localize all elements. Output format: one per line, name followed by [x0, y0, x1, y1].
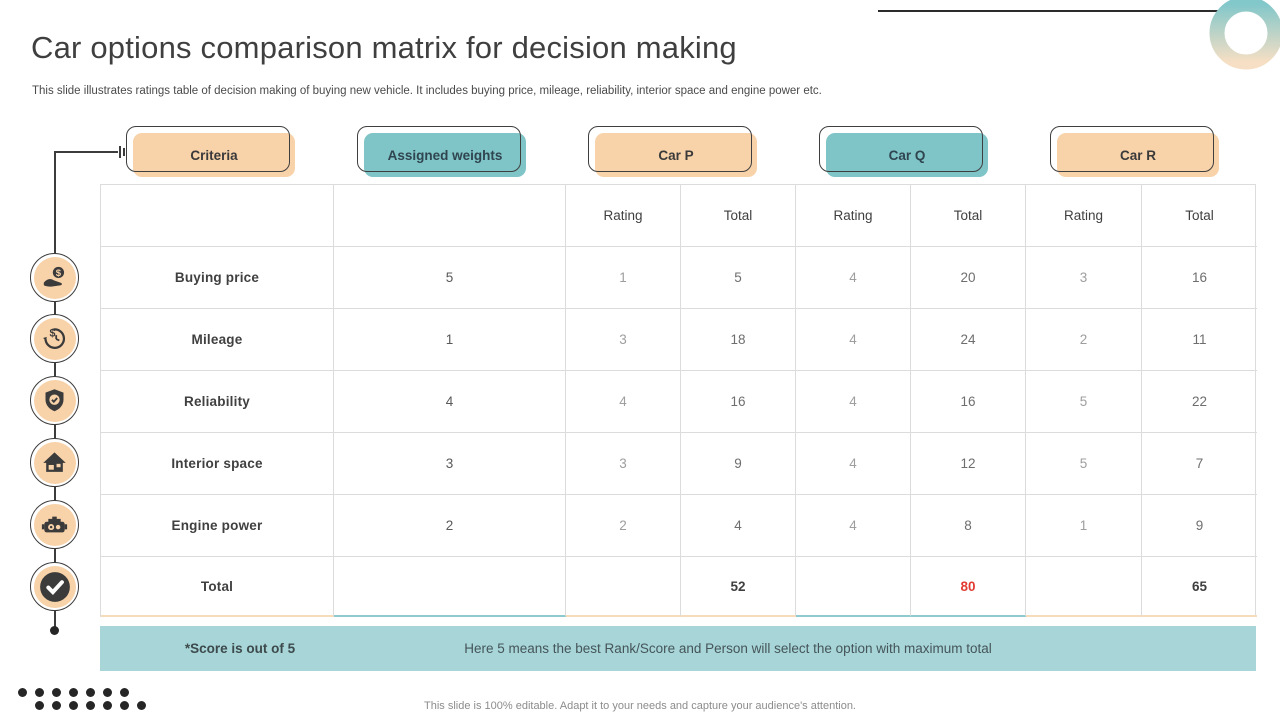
table-cell-empty [566, 557, 681, 617]
rating-value: 4 [796, 433, 911, 495]
pill-label: Car Q [888, 147, 926, 163]
grand-total-car-p: 52 [681, 557, 796, 617]
weight-value: 2 [334, 495, 566, 557]
score-note-band: *Score is out of 5 Here 5 means the best… [100, 626, 1256, 671]
score-note-text: Here 5 means the best Rank/Score and Per… [464, 641, 992, 656]
column-header: Total [1142, 185, 1257, 247]
total-value: 16 [681, 371, 796, 433]
top-accent-line [878, 10, 1236, 12]
rating-value: 4 [796, 495, 911, 557]
grand-total-car-r: 65 [1142, 557, 1257, 617]
rating-value: 3 [566, 433, 681, 495]
total-value: 11 [1142, 309, 1257, 371]
weight-value: 5 [334, 247, 566, 309]
table-cell-empty [334, 185, 566, 247]
connector-tick [123, 148, 125, 156]
connector-horizontal-line [54, 151, 118, 153]
svg-text:$: $ [56, 268, 62, 279]
total-value: 16 [1142, 247, 1257, 309]
rating-value: 1 [566, 247, 681, 309]
column-header: Rating [796, 185, 911, 247]
weight-value: 4 [334, 371, 566, 433]
table-cell-empty [1026, 557, 1142, 617]
column-header: Rating [566, 185, 681, 247]
criteria-label: Engine power [101, 495, 334, 557]
engine-icon [30, 500, 79, 549]
pill-car-q[interactable]: Car Q [819, 126, 988, 177]
total-value: 5 [681, 247, 796, 309]
grand-total-car-q: 80 [911, 557, 1026, 617]
pill-criteria[interactable]: Criteria [126, 126, 295, 177]
score-note-label: *Score is out of 5 [184, 641, 296, 656]
column-header: Rating [1026, 185, 1142, 247]
page-title: Car options comparison matrix for decisi… [31, 30, 737, 65]
total-value: 9 [681, 433, 796, 495]
table-cell-empty [101, 185, 334, 247]
rating-value: 4 [796, 247, 911, 309]
donut-decoration-icon [1209, 0, 1280, 70]
total-value: 22 [1142, 371, 1257, 433]
pill-label: Car R [1119, 147, 1156, 163]
weight-value: 1 [334, 309, 566, 371]
total-value: 18 [681, 309, 796, 371]
rating-value: 2 [566, 495, 681, 557]
column-header: Total [681, 185, 796, 247]
editable-footnote: This slide is 100% editable. Adapt it to… [424, 700, 856, 712]
total-value: 20 [911, 247, 1026, 309]
pill-label: Criteria [190, 147, 238, 163]
criteria-label: Reliability [101, 371, 334, 433]
rating-value: 4 [796, 371, 911, 433]
pill-label: Assigned weights [387, 147, 503, 163]
total-value: 16 [911, 371, 1026, 433]
rating-value: 3 [1026, 247, 1142, 309]
total-value: 24 [911, 309, 1026, 371]
total-row-label: Total [101, 557, 334, 617]
house-icon [30, 438, 79, 487]
pill-car-r[interactable]: Car R [1050, 126, 1219, 177]
dots-ornament-row [35, 701, 146, 710]
total-value: 7 [1142, 433, 1257, 495]
rating-value: 5 [1026, 433, 1142, 495]
pill-assigned-weights[interactable]: Assigned weights [357, 126, 526, 177]
dollar-clock-icon: $ [30, 314, 79, 363]
column-header: Total [911, 185, 1026, 247]
shield-check-icon [30, 376, 79, 425]
table-cell-empty [334, 557, 566, 617]
rating-value: 2 [1026, 309, 1142, 371]
total-value: 9 [1142, 495, 1257, 557]
rating-value: 5 [1026, 371, 1142, 433]
rating-value: 1 [1026, 495, 1142, 557]
pill-car-p[interactable]: Car P [588, 126, 757, 177]
page-subtitle: This slide illustrates ratings table of … [32, 85, 822, 97]
criteria-label: Mileage [101, 309, 334, 371]
pill-label: Car P [658, 147, 694, 163]
criteria-label: Interior space [101, 433, 334, 495]
svg-text:$: $ [49, 327, 55, 339]
connector-end-dot [50, 626, 59, 635]
hand-coin-icon: $ [30, 253, 79, 302]
total-value: 8 [911, 495, 1026, 557]
table-cell-empty [796, 557, 911, 617]
rating-value: 3 [566, 309, 681, 371]
comparison-table: Rating Total Rating Total Rating Total B… [100, 184, 1257, 617]
total-value: 12 [911, 433, 1026, 495]
dots-ornament-row [18, 688, 129, 697]
rating-value: 4 [566, 371, 681, 433]
total-value: 4 [681, 495, 796, 557]
weight-value: 3 [334, 433, 566, 495]
check-circle-icon [30, 562, 79, 611]
criteria-label: Buying price [101, 247, 334, 309]
rating-value: 4 [796, 309, 911, 371]
connector-tick [119, 146, 121, 158]
